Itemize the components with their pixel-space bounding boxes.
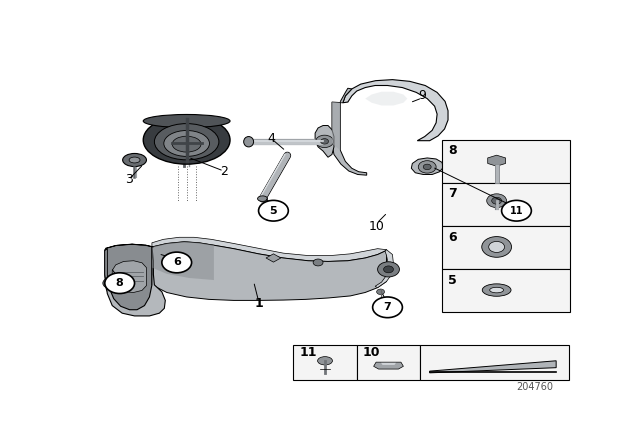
Bar xyxy=(442,269,570,313)
Ellipse shape xyxy=(257,196,268,202)
Circle shape xyxy=(321,138,328,144)
Polygon shape xyxy=(332,88,367,175)
Circle shape xyxy=(383,266,394,273)
Polygon shape xyxy=(429,361,556,373)
Circle shape xyxy=(162,252,191,273)
Circle shape xyxy=(486,194,507,207)
Bar xyxy=(442,226,570,269)
Ellipse shape xyxy=(143,116,230,164)
Polygon shape xyxy=(375,250,394,288)
Circle shape xyxy=(259,200,288,221)
Polygon shape xyxy=(105,247,165,316)
Ellipse shape xyxy=(244,137,253,147)
Ellipse shape xyxy=(483,284,511,296)
Text: 4: 4 xyxy=(267,132,275,145)
Polygon shape xyxy=(488,155,506,166)
Text: 10: 10 xyxy=(363,346,380,359)
Polygon shape xyxy=(112,261,147,293)
Polygon shape xyxy=(105,244,158,313)
Ellipse shape xyxy=(490,287,504,293)
Circle shape xyxy=(316,135,333,147)
Bar xyxy=(420,345,569,380)
Circle shape xyxy=(372,297,403,318)
Polygon shape xyxy=(315,125,334,157)
Text: 5: 5 xyxy=(448,274,457,287)
Ellipse shape xyxy=(129,157,140,163)
Ellipse shape xyxy=(317,357,332,365)
Text: 11: 11 xyxy=(509,206,524,216)
Circle shape xyxy=(489,241,504,253)
Circle shape xyxy=(502,200,531,221)
Text: 6: 6 xyxy=(173,258,180,267)
Polygon shape xyxy=(105,244,154,250)
Polygon shape xyxy=(152,242,387,301)
Text: 8: 8 xyxy=(448,144,457,157)
Polygon shape xyxy=(152,237,387,262)
Ellipse shape xyxy=(154,124,219,160)
Bar xyxy=(442,183,570,226)
Polygon shape xyxy=(365,92,408,106)
Circle shape xyxy=(105,273,134,293)
Polygon shape xyxy=(412,158,443,174)
Text: 10: 10 xyxy=(369,220,385,233)
Circle shape xyxy=(482,237,511,257)
Circle shape xyxy=(378,262,399,277)
Circle shape xyxy=(423,164,431,170)
Text: 11: 11 xyxy=(300,346,317,359)
Text: 8: 8 xyxy=(116,278,124,288)
Text: 7: 7 xyxy=(383,302,392,312)
Bar xyxy=(356,345,420,380)
Polygon shape xyxy=(152,242,214,280)
Ellipse shape xyxy=(164,130,209,156)
Circle shape xyxy=(376,289,385,294)
Circle shape xyxy=(492,197,502,204)
Text: 6: 6 xyxy=(448,231,457,244)
Polygon shape xyxy=(343,80,448,141)
Polygon shape xyxy=(332,101,343,151)
Text: 5: 5 xyxy=(269,206,277,216)
Text: 3: 3 xyxy=(125,173,132,186)
Text: 2: 2 xyxy=(220,164,228,177)
Bar xyxy=(442,140,570,183)
Circle shape xyxy=(419,161,436,173)
Text: 204760: 204760 xyxy=(516,382,554,392)
Circle shape xyxy=(313,259,323,266)
Circle shape xyxy=(103,278,118,289)
Text: 7: 7 xyxy=(448,187,457,200)
Ellipse shape xyxy=(172,136,201,152)
Ellipse shape xyxy=(143,115,230,128)
Polygon shape xyxy=(374,362,403,369)
Polygon shape xyxy=(266,254,281,262)
Text: 1: 1 xyxy=(254,297,263,310)
Bar xyxy=(293,345,356,380)
Ellipse shape xyxy=(123,154,147,167)
Text: 9: 9 xyxy=(419,89,426,102)
Polygon shape xyxy=(381,363,396,365)
